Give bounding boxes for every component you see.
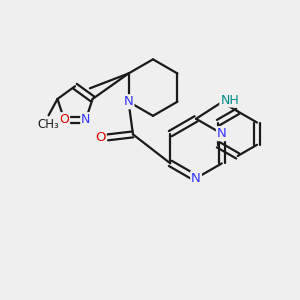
Text: N: N bbox=[191, 172, 201, 185]
Text: O: O bbox=[59, 113, 69, 126]
Text: N: N bbox=[124, 95, 134, 108]
Text: CH₃: CH₃ bbox=[38, 118, 59, 131]
Text: N: N bbox=[81, 113, 91, 126]
Text: O: O bbox=[95, 131, 106, 144]
Text: N: N bbox=[217, 127, 227, 140]
Text: NH: NH bbox=[220, 94, 239, 106]
